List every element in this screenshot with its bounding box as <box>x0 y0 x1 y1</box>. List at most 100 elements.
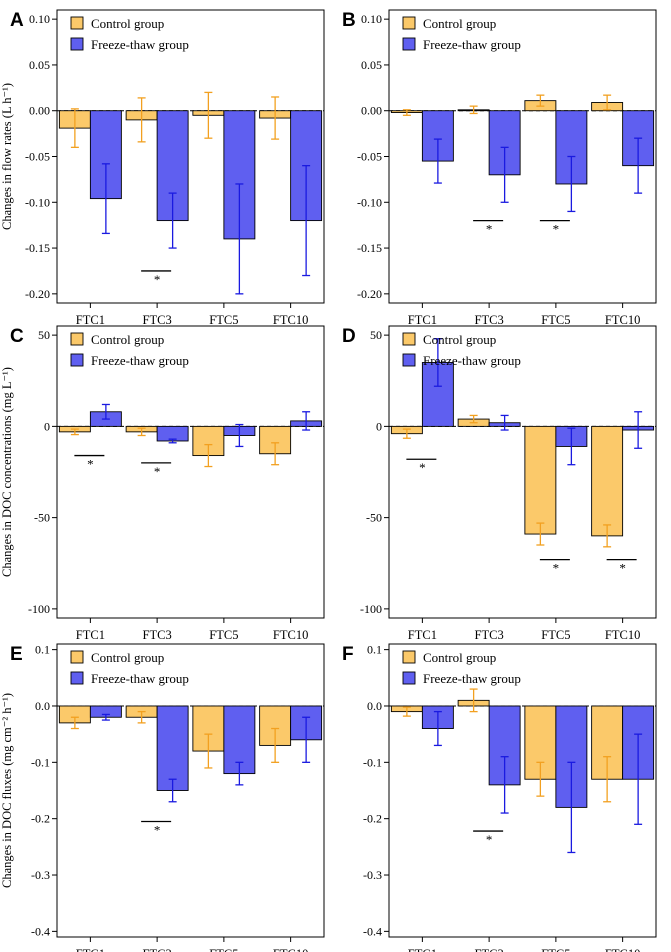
plot-frame <box>388 643 657 938</box>
x-tick-label: FTC5 <box>541 313 570 327</box>
legend-swatch-control <box>402 16 416 30</box>
panel-letter: E <box>10 644 23 665</box>
legend-label-freeze-thaw: Freeze-thaw group <box>91 671 189 686</box>
x-tick-label: FTC1 <box>76 628 105 642</box>
x-tick-label: FTC10 <box>605 947 640 952</box>
x-tick-label: FTC5 <box>209 628 238 642</box>
significance-star: * <box>553 561 560 576</box>
y-axis-label: Changes in DOC fluxes (mg cm⁻² h⁻¹) <box>0 693 14 888</box>
y-tick-label: 0 <box>44 419 50 433</box>
y-axis-label: Changes in flow rates (L h⁻¹) <box>0 83 14 230</box>
plot-frame <box>56 325 325 619</box>
significance-star: * <box>154 822 161 837</box>
y-tick-label: 0.1 <box>35 643 50 657</box>
legend-label-control: Control group <box>91 650 164 665</box>
panel-E: E -0.4 -0.3 -0.2 -0.1 0.0 0.1 Changes in DOC fl… <box>0 643 325 952</box>
legend-label-freeze-thaw: Freeze-thaw group <box>423 37 521 52</box>
legend-label-control: Control group <box>423 650 496 665</box>
y-tick-label: 0.00 <box>29 104 50 118</box>
plot-frame <box>56 643 325 938</box>
panel-B: B -0.20 -0.15 -0.10 -0.05 0.00 0.05 0.10 FTC1 FTC… <box>342 9 657 327</box>
bar-control <box>591 425 624 537</box>
panel-letter: B <box>342 10 356 31</box>
panel-letter: D <box>342 326 356 347</box>
significance-star: * <box>154 272 161 287</box>
y-tick-label: -0.15 <box>25 241 50 255</box>
x-tick-label: FTC10 <box>273 313 308 327</box>
x-tick-label: FTC3 <box>475 313 504 327</box>
significance-star: * <box>486 832 493 847</box>
y-tick-label: 0.0 <box>367 699 382 713</box>
significance-star: * <box>619 561 626 576</box>
y-tick-label: -0.1 <box>363 755 382 769</box>
panel-letter: F <box>342 644 354 665</box>
x-tick-label: FTC5 <box>209 947 238 952</box>
y-tick-label: 0 <box>376 419 382 433</box>
x-tick-label: FTC1 <box>76 313 105 327</box>
legend-label-control: Control group <box>91 332 164 347</box>
legend-label-freeze-thaw: Freeze-thaw group <box>91 353 189 368</box>
panel-A: A -0.20 -0.15 -0.10 -0.05 0.00 0.05 0.10 Changes… <box>0 9 325 327</box>
y-tick-label: -100 <box>360 602 382 616</box>
legend-label-freeze-thaw: Freeze-thaw group <box>423 671 521 686</box>
x-tick-label: FTC1 <box>408 947 437 952</box>
legend-swatch-freeze-thaw <box>402 671 416 685</box>
y-tick-label: -0.3 <box>31 868 50 882</box>
panel-letter: C <box>10 326 24 347</box>
x-tick-label: FTC5 <box>541 947 570 952</box>
significance-star: * <box>553 222 560 237</box>
y-tick-label: 0.00 <box>361 104 382 118</box>
y-tick-label: -50 <box>34 511 50 525</box>
y-tick-label: -0.2 <box>363 812 382 826</box>
panel-D: D -100 -50 0 50 FTC1 FTC3 FTC5 FTC10 * * * Control g… <box>342 325 657 642</box>
y-tick-label: -0.3 <box>363 868 382 882</box>
panel-C: C -100 -50 0 50 Changes in DOC concentrations… <box>0 325 325 642</box>
bar-control <box>524 425 557 535</box>
x-tick-label: FTC10 <box>605 313 640 327</box>
significance-star: * <box>419 460 426 475</box>
x-tick-label: FTC3 <box>475 947 504 952</box>
x-tick-label: FTC1 <box>76 947 105 952</box>
panel-F: F -0.4 -0.3 -0.2 -0.1 0.0 0.1 FTC1 FTC3 FTC5 FTC10… <box>342 643 657 952</box>
bar-freeze-thaw <box>156 705 189 791</box>
y-tick-label: -0.20 <box>25 287 50 301</box>
legend-swatch-control <box>402 332 416 346</box>
y-tick-label: -0.10 <box>357 195 382 209</box>
legend-swatch-freeze-thaw <box>70 37 84 51</box>
legend-swatch-freeze-thaw <box>402 37 416 51</box>
x-tick-label: FTC3 <box>475 628 504 642</box>
y-tick-label: 0.10 <box>29 12 50 26</box>
plot-frame <box>388 325 657 619</box>
y-tick-label: -0.1 <box>31 755 50 769</box>
x-tick-label: FTC3 <box>143 313 172 327</box>
panel-letter: A <box>10 10 24 31</box>
significance-star: * <box>486 222 493 237</box>
y-tick-label: 0.1 <box>367 643 382 657</box>
y-tick-label: 50 <box>370 328 382 342</box>
legend-swatch-control <box>70 650 84 664</box>
legend-label-control: Control group <box>91 16 164 31</box>
y-tick-label: -0.05 <box>357 150 382 164</box>
x-tick-label: FTC10 <box>273 947 308 952</box>
y-axis-label: Changes in DOC concentrations (mg L⁻¹) <box>0 367 14 577</box>
y-tick-label: -0.2 <box>31 812 50 826</box>
y-tick-label: 0.05 <box>361 58 382 72</box>
y-tick-label: -50 <box>366 511 382 525</box>
x-tick-label: FTC3 <box>143 628 172 642</box>
y-tick-label: 0.05 <box>29 58 50 72</box>
y-tick-label: -0.05 <box>25 150 50 164</box>
x-tick-label: FTC1 <box>408 628 437 642</box>
y-tick-label: -0.4 <box>363 924 382 938</box>
x-tick-label: FTC3 <box>143 947 172 952</box>
x-tick-label: FTC10 <box>605 628 640 642</box>
legend-label-freeze-thaw: Freeze-thaw group <box>423 353 521 368</box>
y-tick-label: 0.0 <box>35 699 50 713</box>
x-tick-label: FTC1 <box>408 313 437 327</box>
legend-swatch-control <box>70 332 84 346</box>
legend-swatch-freeze-thaw <box>402 353 416 367</box>
legend-swatch-control <box>70 16 84 30</box>
y-tick-label: 50 <box>38 328 50 342</box>
y-tick-label: -0.4 <box>31 924 50 938</box>
significance-star: * <box>154 464 161 479</box>
